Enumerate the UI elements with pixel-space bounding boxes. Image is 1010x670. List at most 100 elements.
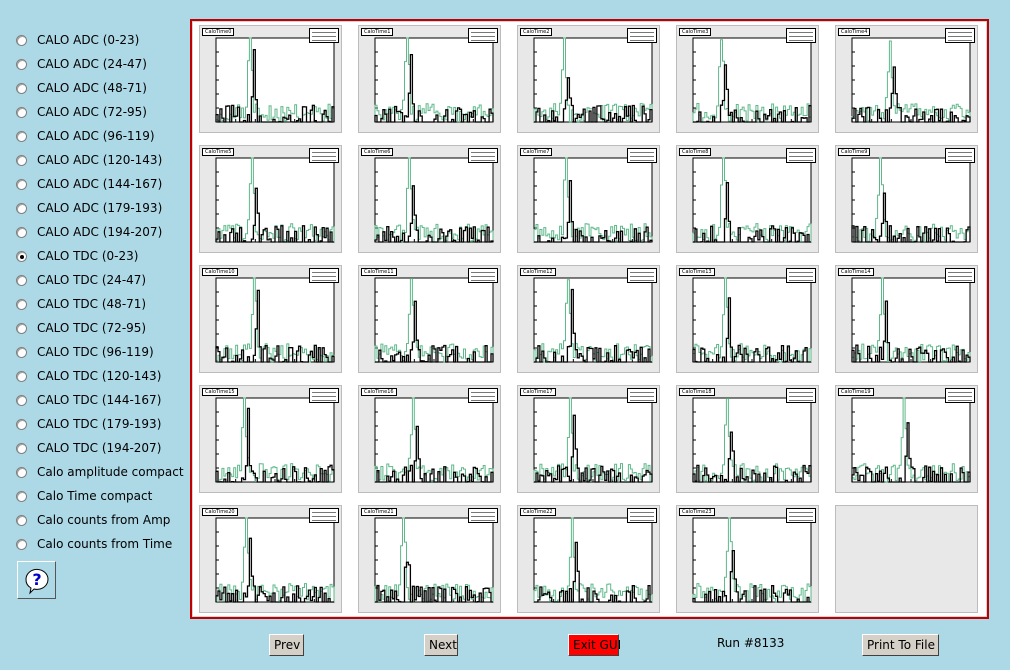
radio-unselected-icon[interactable] <box>16 514 27 526</box>
radio-option[interactable]: CALO TDC (24-47) <box>16 268 186 292</box>
histogram-title: CaloTime6 <box>361 148 394 156</box>
radio-unselected-icon[interactable] <box>16 178 27 190</box>
histogram-plot <box>851 277 971 363</box>
radio-label: CALO TDC (24-47) <box>37 273 147 287</box>
radio-unselected-icon[interactable] <box>16 202 27 214</box>
histogram-title: CaloTime2 <box>520 28 553 36</box>
reference-histogram <box>533 397 653 482</box>
histogram-title: CaloTime19 <box>838 388 874 396</box>
exit-gui-button[interactable]: Exit GUI <box>568 634 621 656</box>
stats-box <box>786 268 816 283</box>
radio-unselected-icon[interactable] <box>16 154 27 166</box>
radio-option[interactable]: CALO TDC (144-167) <box>16 388 186 412</box>
histogram-canvas: CaloTime0 CaloTime1 CaloTime2 CaloTime3 Calo… <box>190 19 989 619</box>
radio-option[interactable]: CALO TDC (48-71) <box>16 292 186 316</box>
histogram-title: CaloTime10 <box>202 268 238 276</box>
radio-unselected-icon[interactable] <box>16 490 27 502</box>
histogram-plot <box>374 517 494 603</box>
radio-unselected-icon[interactable] <box>16 58 27 70</box>
radio-option[interactable]: CALO ADC (194-207) <box>16 220 186 244</box>
current-histogram <box>215 289 335 363</box>
histogram-title: CaloTime12 <box>520 268 556 276</box>
current-histogram <box>851 66 971 123</box>
radio-option[interactable]: CALO TDC (120-143) <box>16 364 186 388</box>
radio-label: CALO TDC (0-23) <box>37 249 139 263</box>
stats-box <box>468 388 498 403</box>
radio-unselected-icon[interactable] <box>16 418 27 430</box>
print-to-file-button[interactable]: Print To File <box>862 634 939 656</box>
radio-unselected-icon[interactable] <box>16 226 27 238</box>
radio-unselected-icon[interactable] <box>16 370 27 382</box>
radio-option[interactable]: CALO TDC (96-119) <box>16 340 186 364</box>
radio-unselected-icon[interactable] <box>16 82 27 94</box>
stats-box <box>627 28 657 43</box>
current-histogram <box>692 297 811 363</box>
stats-box <box>309 268 339 283</box>
radio-label: CALO TDC (194-207) <box>37 441 162 455</box>
radio-unselected-icon[interactable] <box>16 130 27 142</box>
radio-option[interactable]: Calo counts from Time <box>16 532 186 556</box>
current-histogram <box>692 431 812 483</box>
radio-unselected-icon[interactable] <box>16 394 27 406</box>
current-histogram <box>215 407 335 483</box>
radio-option[interactable]: CALO TDC (194-207) <box>16 436 186 460</box>
radio-option[interactable]: CALO TDC (179-193) <box>16 412 186 436</box>
radio-option[interactable]: CALO ADC (24-47) <box>16 52 186 76</box>
radio-option[interactable]: Calo Time compact <box>16 484 186 508</box>
help-button[interactable]: ? <box>17 561 56 599</box>
radio-unselected-icon[interactable] <box>16 322 27 334</box>
next-button[interactable]: Next <box>424 634 458 656</box>
radio-label: Calo counts from Amp <box>37 513 171 527</box>
histogram-pad: CaloTime10 <box>199 265 342 373</box>
radio-label: CALO TDC (48-71) <box>37 297 147 311</box>
histogram-pad: CaloTime19 <box>835 385 978 493</box>
radio-label: CALO ADC (0-23) <box>37 33 140 47</box>
svg-text:?: ? <box>32 570 41 589</box>
current-histogram <box>215 49 335 123</box>
histogram-plot <box>533 157 653 243</box>
stats-box <box>627 148 657 163</box>
radio-option[interactable]: CALO ADC (179-193) <box>16 196 186 220</box>
plot-frame <box>692 37 812 123</box>
radio-unselected-icon[interactable] <box>16 442 27 454</box>
current-histogram <box>693 182 811 243</box>
question-mark-icon: ? <box>24 568 48 595</box>
radio-unselected-icon[interactable] <box>16 106 27 118</box>
current-histogram <box>374 53 494 123</box>
stats-box <box>945 388 975 403</box>
histogram-title: CaloTime16 <box>361 388 397 396</box>
histogram-plot <box>374 37 494 123</box>
view-selector: CALO ADC (0-23) CALO ADC (24-47) CALO ADC … <box>16 28 186 556</box>
prev-button[interactable]: Prev <box>269 634 304 656</box>
radio-option[interactable]: CALO ADC (48-71) <box>16 76 186 100</box>
histogram-title: CaloTime18 <box>679 388 715 396</box>
radio-label: Calo Time compact <box>37 489 153 503</box>
radio-unselected-icon[interactable] <box>16 298 27 310</box>
radio-option[interactable]: CALO ADC (120-143) <box>16 148 186 172</box>
radio-unselected-icon[interactable] <box>16 466 27 478</box>
histogram-pad: CaloTime4 <box>835 25 978 133</box>
histogram-plot <box>215 157 335 243</box>
radio-option[interactable]: CALO TDC (72-95) <box>16 316 186 340</box>
radio-unselected-icon[interactable] <box>16 34 27 46</box>
radio-option[interactable]: CALO TDC (0-23) <box>16 244 186 268</box>
radio-option[interactable]: CALO ADC (72-95) <box>16 100 186 124</box>
histogram-title: CaloTime13 <box>679 268 715 276</box>
radio-selected-icon[interactable] <box>16 250 27 262</box>
radio-option[interactable]: CALO ADC (96-119) <box>16 124 186 148</box>
radio-unselected-icon[interactable] <box>16 346 27 358</box>
run-number-label: Run #8133 <box>717 636 785 650</box>
radio-option[interactable]: Calo amplitude compact <box>16 460 186 484</box>
histogram-pad: CaloTime15 <box>199 385 342 493</box>
histogram-title: CaloTime4 <box>838 28 871 36</box>
radio-unselected-icon[interactable] <box>16 538 27 550</box>
histogram-title: CaloTime21 <box>361 508 397 516</box>
current-histogram <box>692 549 811 603</box>
radio-option[interactable]: CALO ADC (0-23) <box>16 28 186 52</box>
radio-option[interactable]: Calo counts from Amp <box>16 508 186 532</box>
radio-label: CALO ADC (72-95) <box>37 105 147 119</box>
radio-option[interactable]: CALO ADC (144-167) <box>16 172 186 196</box>
radio-unselected-icon[interactable] <box>16 274 27 286</box>
histogram-title: CaloTime20 <box>202 508 238 516</box>
histogram-plot <box>851 37 971 123</box>
